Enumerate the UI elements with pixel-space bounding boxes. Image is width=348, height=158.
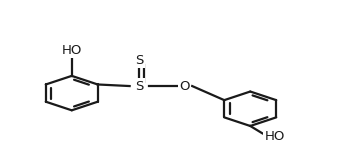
Text: O: O xyxy=(179,79,190,93)
Text: HO: HO xyxy=(62,44,82,57)
Text: S: S xyxy=(135,79,143,93)
Text: S: S xyxy=(135,54,143,67)
Text: HO: HO xyxy=(264,130,285,143)
